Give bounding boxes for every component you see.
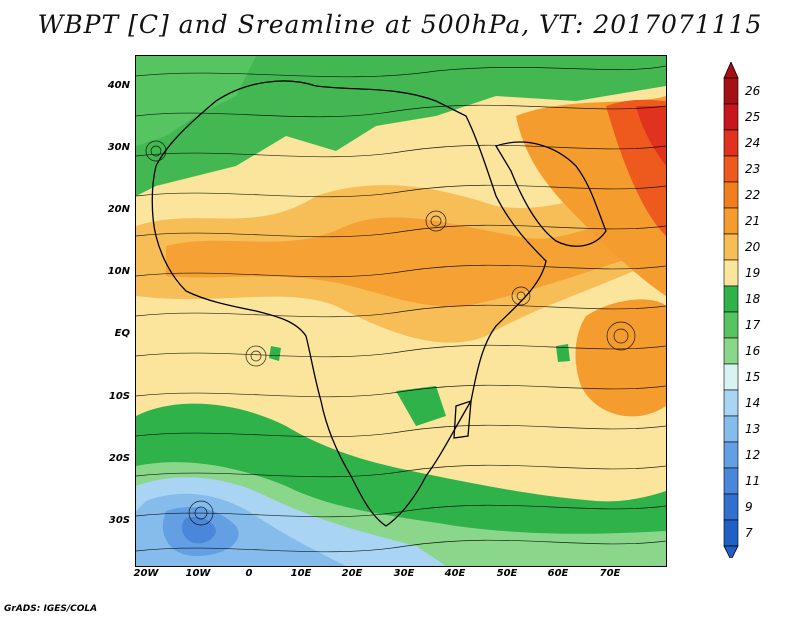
colorbar-segment-9 bbox=[723, 493, 739, 521]
colorbar-segment-20 bbox=[723, 233, 739, 261]
colorbar-segment-19 bbox=[723, 259, 739, 287]
colorbar-label-14: 14 bbox=[745, 396, 761, 410]
lat-label-20n: 20N bbox=[107, 204, 130, 215]
lat-label-eq: EQ bbox=[114, 328, 130, 339]
lat-label-20s: 20S bbox=[108, 453, 130, 464]
colorbar-bottom-arrow bbox=[723, 545, 739, 558]
footer-credit: GrADS: IGES/COLA bbox=[4, 604, 98, 614]
colorbar-label-17: 17 bbox=[745, 318, 761, 332]
colorbar-label-7: 7 bbox=[745, 526, 753, 540]
colorbar-label-21: 21 bbox=[745, 214, 761, 228]
lon-label-0: 0 bbox=[245, 568, 253, 579]
colorbar-segment-23 bbox=[723, 155, 739, 183]
colorbar-top-arrow bbox=[723, 62, 739, 79]
colorbar-label-23: 23 bbox=[745, 162, 761, 176]
colorbar-label-13: 13 bbox=[745, 422, 761, 436]
lon-label-30e: 30E bbox=[393, 568, 415, 579]
colorbar-label-20: 20 bbox=[745, 240, 761, 254]
lat-label-10s: 10S bbox=[108, 391, 130, 402]
colorbar-segment-17 bbox=[723, 311, 739, 339]
colorbar-label-9: 9 bbox=[745, 500, 753, 514]
colorbar-segment-22 bbox=[723, 181, 739, 209]
map-plot-area bbox=[135, 55, 667, 567]
colorbar-label-19: 19 bbox=[745, 266, 761, 280]
colorbar-segment-26 bbox=[723, 77, 739, 105]
wbpt-field bbox=[136, 56, 666, 566]
colorbar-segment-14 bbox=[723, 389, 739, 417]
colorbar-label-24: 24 bbox=[745, 136, 761, 150]
colorbar-segment-24 bbox=[723, 129, 739, 157]
colorbar-label-22: 22 bbox=[745, 188, 761, 202]
map-title: WBPT [C] and Sreamline at 500hPa, VT: 20… bbox=[37, 10, 763, 39]
lon-label-50e: 50E bbox=[496, 568, 518, 579]
lon-label-40e: 40E bbox=[444, 568, 466, 579]
colorbar-segment-11 bbox=[723, 467, 739, 495]
colorbar-label-16: 16 bbox=[745, 344, 761, 358]
lon-label-60e: 60E bbox=[547, 568, 569, 579]
colorbar-segment-15 bbox=[723, 363, 739, 391]
colorbar-label-12: 12 bbox=[745, 448, 761, 462]
colorbar-label-15: 15 bbox=[745, 370, 761, 384]
lat-label-30n: 30N bbox=[107, 142, 130, 153]
lat-label-30s: 30S bbox=[108, 515, 130, 526]
lon-label-10w: 10W bbox=[185, 568, 211, 579]
colorbar-segment-18 bbox=[723, 285, 739, 313]
lat-label-10n: 10N bbox=[107, 266, 130, 277]
colorbar-segment-7 bbox=[723, 519, 739, 547]
lon-label-20e: 20E bbox=[341, 568, 363, 579]
colorbar-label-25: 25 bbox=[745, 110, 761, 124]
lon-label-20w: 20W bbox=[133, 568, 159, 579]
lon-label-10e: 10E bbox=[290, 568, 312, 579]
colorbar-label-18: 18 bbox=[745, 292, 761, 306]
colorbar-segment-21 bbox=[723, 207, 739, 235]
colorbar-segment-25 bbox=[723, 103, 739, 131]
colorbar-label-11: 11 bbox=[745, 474, 761, 488]
lat-label-40n: 40N bbox=[107, 80, 130, 91]
coastlines bbox=[151, 80, 607, 527]
colorbar-segment-13 bbox=[723, 415, 739, 443]
colorbar-label-26: 26 bbox=[745, 84, 761, 98]
colorbar-segment-16 bbox=[723, 337, 739, 365]
lon-label-70e: 70E bbox=[599, 568, 621, 579]
colorbar bbox=[723, 62, 739, 558]
colorbar-segment-12 bbox=[723, 441, 739, 469]
